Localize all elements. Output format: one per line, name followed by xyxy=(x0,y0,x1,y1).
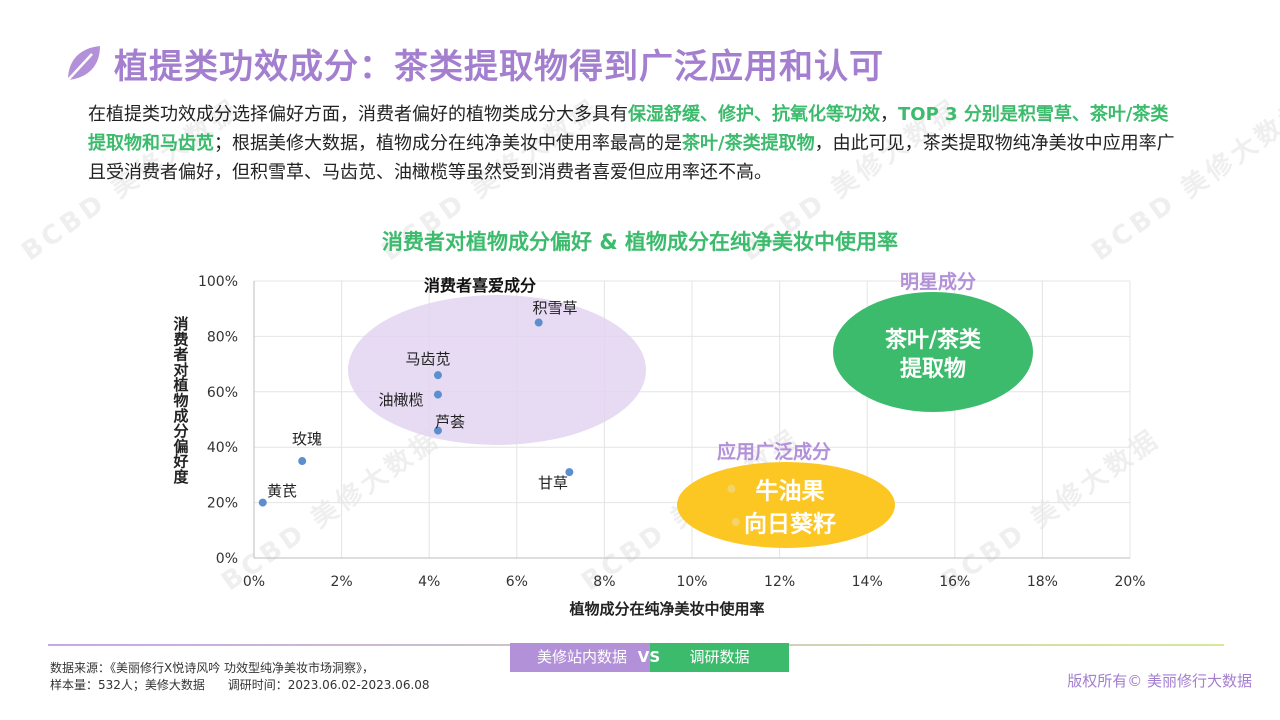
intro-text-3: ；根据美修大数据，植物成分在纯净美妆中使用率最高的是 xyxy=(214,133,682,154)
zone-star-text: 茶叶/茶类提取物 xyxy=(885,328,982,382)
leaf-icon xyxy=(67,46,100,81)
zone-widely-used-text: 牛油果向日葵籽 xyxy=(744,479,836,538)
y-tick-label: 60% xyxy=(207,385,238,401)
data-point xyxy=(565,468,574,477)
x-tick-label: 14% xyxy=(852,574,883,590)
data-label: 油橄榄 xyxy=(378,391,423,409)
data-label: 积雪草 xyxy=(532,299,577,317)
copyright: 版权所有© 美丽修行大数据 xyxy=(1067,672,1252,690)
data-source: 数据来源：《美丽修行X悦诗风吟 功效型纯净美妆市场洞察》， 样本量：532人；美… xyxy=(50,660,430,694)
chart-title: 消费者对植物成分偏好 & 植物成分在纯净美妆中使用率 xyxy=(382,230,898,254)
data-point xyxy=(731,517,740,526)
zone-consumer-favorite xyxy=(348,295,646,445)
data-label: 玫瑰 xyxy=(292,430,322,448)
intro-highlight-2: TOP 3 分别是积雪草、茶叶/茶类提取物和马齿苋 xyxy=(88,104,1169,154)
x-tick-label: 18% xyxy=(1027,574,1058,590)
data-point xyxy=(534,318,543,327)
data-point xyxy=(727,484,736,493)
x-tick-label: 6% xyxy=(506,574,528,590)
y-tick-label: 0% xyxy=(216,551,238,567)
page-title: 植提类功效成分：茶类提取物得到广泛应用和认可 xyxy=(114,46,884,87)
x-tick-label: 0% xyxy=(243,574,265,590)
intro-paragraph: 在植提类功效成分选择偏好方面，消费者偏好的植物类成分大多具有保湿舒缓、修护、抗氧… xyxy=(88,100,1178,187)
intro-highlight-3: 茶叶/茶类提取物 xyxy=(682,133,815,154)
page-header: 植提类功效成分：茶类提取物得到广泛应用和认可 xyxy=(62,38,884,88)
x-tick-label: 4% xyxy=(418,574,440,590)
intro-text-1: 在植提类功效成分选择偏好方面，消费者偏好的植物类成分大多具有 xyxy=(88,104,628,125)
zone-consumer-favorite-label: 消费者喜爱成分 xyxy=(424,276,536,295)
tag-survey-data: 调研数据 xyxy=(650,643,789,672)
y-tick-label: 80% xyxy=(207,329,238,345)
data-point xyxy=(433,426,442,435)
y-tick-label: 40% xyxy=(207,440,238,456)
intro-text-4: ，由此可见，茶类提取物纯净美妆中应用率广且受消费者偏好，但积雪草、马齿苋、油橄榄… xyxy=(88,133,1175,183)
data-point xyxy=(298,457,307,466)
intro-text-2: ， xyxy=(880,104,898,125)
zone-star-label: 明星成分 xyxy=(900,270,976,293)
zone-star xyxy=(833,292,1033,412)
data-point xyxy=(433,371,442,380)
data-label: 黄芪 xyxy=(267,482,297,500)
vs-label: VS xyxy=(637,648,661,666)
x-tick-label: 2% xyxy=(330,574,352,590)
x-tick-label: 16% xyxy=(939,574,970,590)
x-tick-label: 12% xyxy=(764,574,795,590)
source-line-1: 数据来源：《美丽修行X悦诗风吟 功效型纯净美妆市场洞察》， xyxy=(50,661,375,675)
zone-widely-used-label: 应用广泛成分 xyxy=(717,440,831,463)
data-point xyxy=(258,498,267,507)
tag-site-data: 美修站内数据 xyxy=(510,643,654,672)
y-tick-label: 100% xyxy=(198,274,238,290)
source-line-2: 样本量：532人；美修大数据 调研时间：2023.06.02-2023.06.0… xyxy=(50,678,430,692)
data-label: 马齿苋 xyxy=(405,350,450,368)
data-point xyxy=(433,390,442,399)
zone-widely-used xyxy=(677,462,895,548)
data-label: 甘草 xyxy=(538,474,568,492)
x-tick-label: 8% xyxy=(593,574,615,590)
y-axis-label: 消费者对植物成分偏好度 xyxy=(172,315,189,486)
intro-highlight-1: 保湿舒缓、修护、抗氧化等功效 xyxy=(628,104,880,125)
x-axis-label: 植物成分在纯净美妆中使用率 xyxy=(569,600,764,618)
data-label: 芦荟 xyxy=(435,413,465,431)
x-tick-label: 20% xyxy=(1114,574,1145,590)
y-tick-label: 20% xyxy=(207,496,238,512)
x-tick-label: 10% xyxy=(676,574,707,590)
